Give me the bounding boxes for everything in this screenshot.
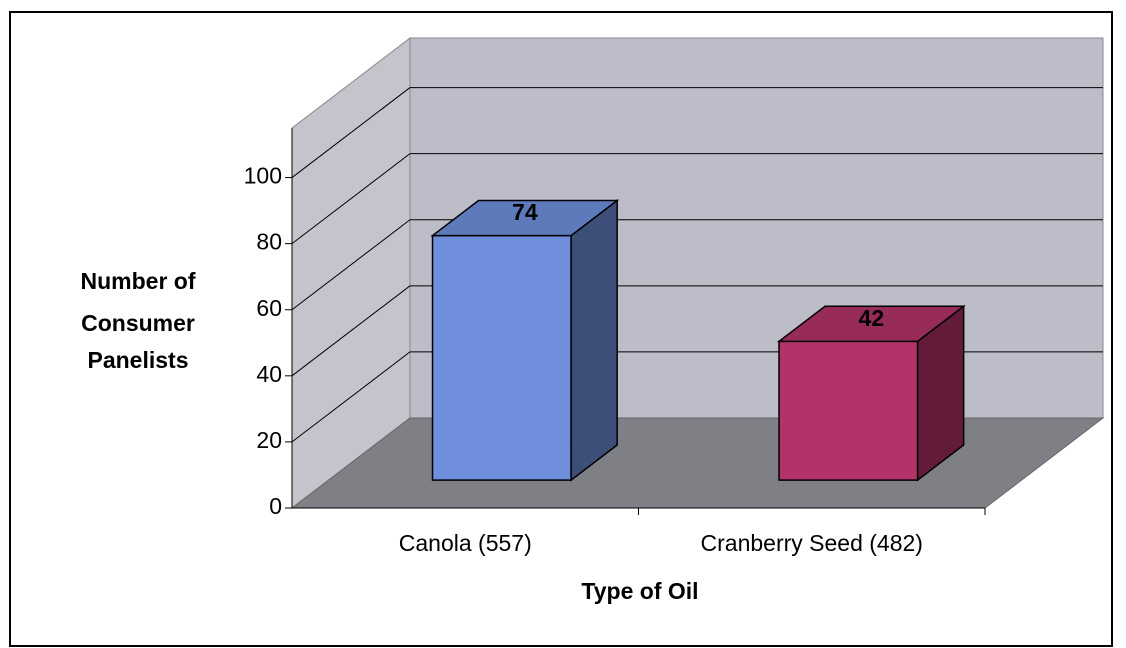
y-tick-label: 40 — [256, 361, 282, 387]
bar-top — [776, 305, 966, 343]
grid-line — [291, 285, 411, 377]
y-axis-title: Number of — [81, 268, 196, 294]
floor — [290, 417, 1105, 509]
grid-line — [291, 87, 411, 178]
grid-line — [291, 351, 411, 443]
y-tick-label: 0 — [269, 493, 282, 519]
y-tick-label: 60 — [256, 295, 282, 321]
grid-line — [291, 219, 411, 311]
y-axis-title: Panelists — [88, 347, 189, 373]
data-label: 74 — [512, 199, 538, 225]
bar-top — [430, 199, 620, 237]
x-tick-label: Cranberry Seed (482) — [701, 530, 923, 556]
y-tick-label: 20 — [256, 427, 282, 453]
data-label: 42 — [859, 305, 885, 331]
grid-line — [291, 153, 411, 245]
y-axis-title: Consumer — [81, 310, 195, 336]
bar-side — [570, 198, 618, 482]
bar — [431, 234, 572, 481]
y-tick-label: 100 — [244, 163, 282, 189]
bar — [778, 340, 919, 481]
x-tick-label: Canola (557) — [399, 530, 532, 556]
y-tick-label: 80 — [256, 229, 282, 255]
x-axis-title: Type of Oil — [581, 578, 698, 604]
